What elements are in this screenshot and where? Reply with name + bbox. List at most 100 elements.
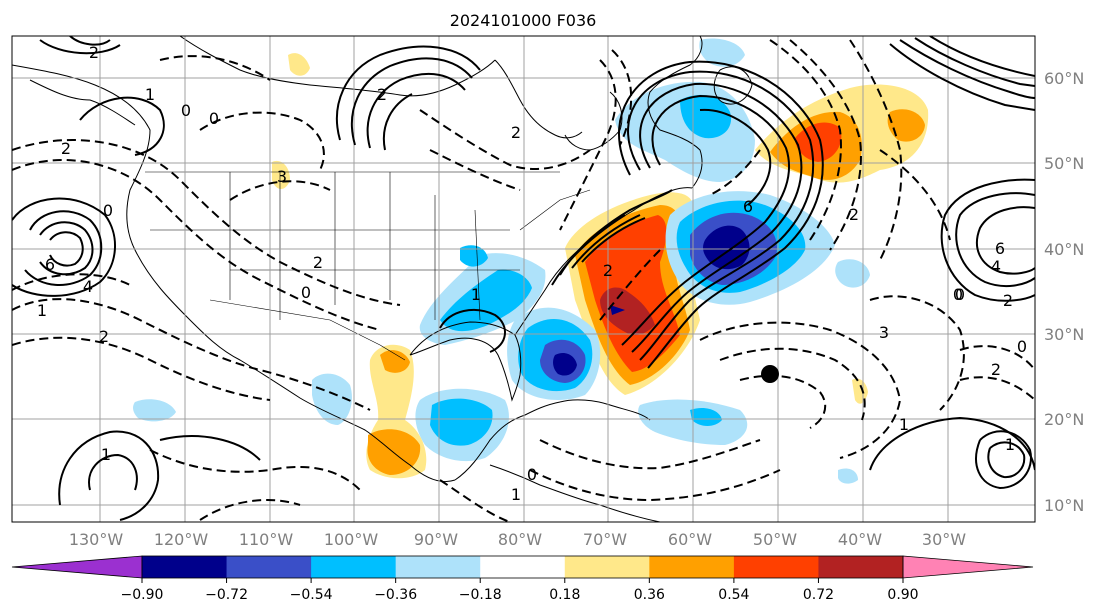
contour-line	[12, 273, 131, 291]
contour-line	[439, 479, 511, 522]
contour-label: 0	[103, 201, 113, 220]
colorbar-tick-label: 0.36	[634, 587, 665, 603]
longitude-axis: 130°W 120°W 110°W 100°W 90°W 80°W 70°W 6…	[69, 530, 966, 549]
coastline	[647, 36, 703, 189]
contour-label: 2	[377, 85, 387, 104]
contour-label: 6	[995, 239, 1005, 258]
contour-line	[539, 439, 761, 470]
contour-line	[869, 295, 965, 411]
contour-line	[627, 70, 815, 361]
contour-line	[869, 416, 1035, 471]
colorbar-bin	[311, 556, 397, 578]
contour-line	[959, 345, 1035, 371]
coastline	[179, 36, 496, 97]
contour-line	[12, 159, 381, 331]
contour-line	[24, 210, 103, 287]
coastline	[559, 399, 651, 421]
contour-line	[69, 36, 111, 46]
contour-line	[631, 82, 803, 353]
contour-label: 0	[527, 465, 537, 484]
contour-line	[335, 45, 481, 141]
contour-label: 2	[313, 253, 323, 272]
negative-region	[838, 468, 858, 484]
contour-line	[940, 178, 1035, 302]
lon-tick-label: 90°W	[414, 530, 458, 549]
contour-line	[79, 96, 165, 156]
lon-tick-label: 80°W	[498, 530, 542, 549]
contour-line	[849, 39, 903, 261]
colorbar-frame	[141, 555, 904, 579]
contour-line	[789, 39, 862, 251]
colorbar-tick-label: 0.18	[549, 587, 580, 603]
contour-label: 0	[301, 283, 311, 302]
contour-line	[914, 37, 1035, 87]
contour-line	[366, 72, 466, 149]
contour-line	[39, 221, 94, 276]
colorbar-bin	[733, 556, 819, 578]
negative-region	[312, 373, 352, 425]
contour-line	[559, 59, 617, 231]
contour-label: 1	[899, 415, 909, 434]
contour-line	[439, 308, 506, 353]
contour-label: 2	[89, 43, 99, 62]
contour-label: 1	[1005, 435, 1015, 454]
contour-line	[959, 376, 1035, 401]
contour-line	[611, 49, 633, 146]
negative-region	[690, 408, 722, 426]
lat-tick-label: 60°N	[1044, 69, 1084, 88]
lon-tick-label: 70°W	[583, 530, 627, 549]
contour-line	[199, 111, 325, 171]
lon-tick-label: 60°W	[668, 530, 712, 549]
negative-region	[440, 269, 532, 332]
coastline	[454, 401, 561, 481]
colorbar-bin	[649, 556, 735, 578]
coastline	[12, 64, 456, 483]
negative-region	[133, 399, 176, 422]
lon-tick-label: 110°W	[239, 530, 294, 549]
contour-label: 2	[603, 261, 613, 280]
lon-tick-label: 130°W	[69, 530, 124, 549]
lon-tick-label: 40°W	[838, 530, 882, 549]
contour-line	[889, 43, 1035, 111]
colorbar: −0.90 −0.72 −0.54 −0.36 −0.18 0.18 0.36 0.54 0.7…	[11, 555, 1034, 603]
contour-line	[350, 57, 473, 146]
map-title: 2024101000 F036	[450, 11, 597, 30]
colorbar-tick-label: −0.54	[290, 587, 333, 603]
contour-label: 2	[849, 205, 859, 224]
contour-line	[58, 430, 160, 521]
contour-line	[899, 39, 1035, 99]
map-area: 2 1 0 0 2 3 6 4 2 0 1 2 2 2 0 1 6 6 4 2 …	[12, 36, 1035, 522]
contour-line	[599, 249, 661, 321]
lon-tick-label: 100°W	[324, 530, 379, 549]
lon-tick-label: 30°W	[922, 530, 966, 549]
positive-region	[887, 109, 925, 142]
contour-labels: 2 1 0 0 2 3 6 4 2 0 1 2 2 2 0 1 6 6 4 2 …	[37, 43, 1027, 504]
colorbar-bins	[142, 556, 904, 578]
contour-line	[769, 39, 842, 241]
contour-label: 2	[61, 139, 71, 158]
colorbar-bin	[142, 556, 228, 578]
positive-region	[288, 53, 310, 76]
colorbar-bin	[564, 556, 650, 578]
contour-line	[12, 197, 117, 297]
solid-contours	[12, 36, 1035, 521]
contour-label: 1	[101, 445, 111, 464]
map-frame	[11, 35, 1036, 523]
contour-line	[618, 60, 824, 369]
negative-region	[460, 245, 488, 267]
contour-line	[12, 336, 271, 401]
contour-label: 0	[1017, 337, 1027, 356]
colorbar-tick-label: 0.72	[803, 587, 834, 603]
colorbar-bin	[226, 556, 312, 578]
contour-line	[551, 214, 626, 286]
contour-line	[159, 435, 261, 461]
dashed-contours	[12, 39, 1035, 522]
lat-tick-label: 20°N	[1044, 410, 1084, 429]
storm-marker	[761, 365, 779, 383]
contour-label: 0	[955, 285, 965, 304]
contour-line	[987, 441, 1026, 479]
contour-line	[12, 139, 401, 306]
gridlines	[12, 36, 1035, 522]
contour-line	[621, 94, 790, 346]
